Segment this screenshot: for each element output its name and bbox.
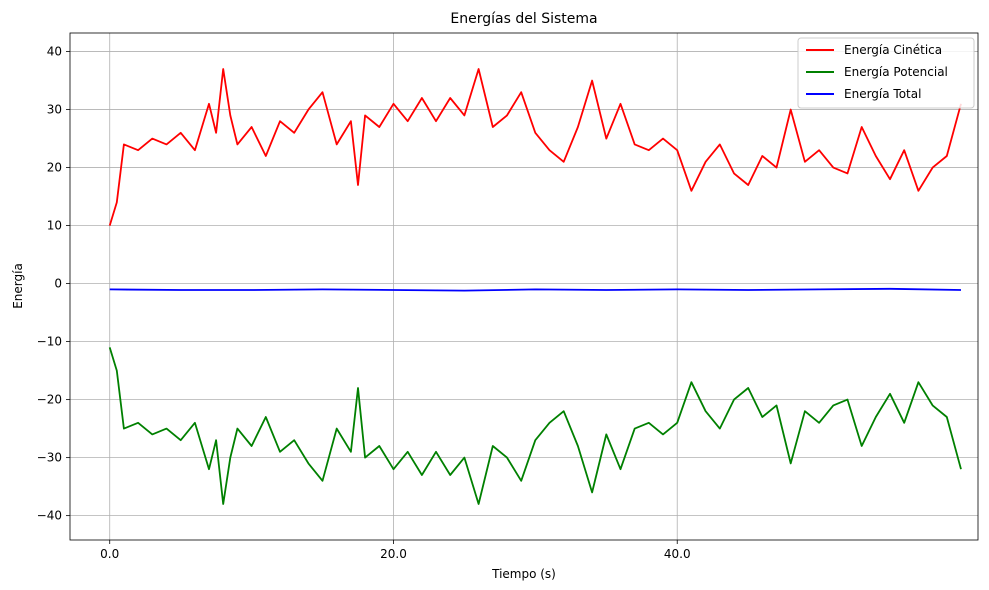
y-tick-label: −20 — [37, 393, 62, 407]
chart-title: Energías del Sistema — [450, 11, 597, 27]
y-tick-label: 0 — [54, 277, 62, 291]
y-tick-label: −40 — [37, 509, 62, 523]
y-tick-label: 10 — [47, 219, 62, 233]
y-tick-label: 40 — [47, 45, 62, 59]
y-axis-label: Energía — [11, 263, 25, 309]
series-line-3 — [109, 287, 962, 292]
legend: Energía Cinética Energía Potencial Energía… — [797, 37, 975, 109]
plot-lines — [108, 68, 962, 505]
x-tick-label: 0.0 — [100, 547, 119, 561]
y-tick-label: −30 — [37, 451, 62, 465]
y-tick-label: −10 — [37, 335, 62, 349]
y-tick-label: 20 — [47, 161, 62, 175]
legend-label: Energía Cinética — [844, 43, 942, 57]
axis-ticks: 0.0 20.0 40.0 40 30 20 10 0 −10 −20 −30 −40 — [37, 45, 691, 561]
legend-label: Energía Potencial — [844, 65, 948, 79]
y-tick-label: 30 — [47, 103, 62, 117]
legend-label: Energía Total — [844, 87, 921, 101]
x-tick-label: 40.0 — [664, 547, 691, 561]
series-line-2 — [108, 347, 962, 505]
x-tick-label: 20.0 — [380, 547, 407, 561]
legend-box — [797, 37, 975, 109]
axes-frame — [69, 32, 979, 541]
x-axis-label: Tiempo (s) — [491, 567, 556, 581]
grid — [70, 33, 978, 540]
series-line-1 — [108, 68, 962, 226]
